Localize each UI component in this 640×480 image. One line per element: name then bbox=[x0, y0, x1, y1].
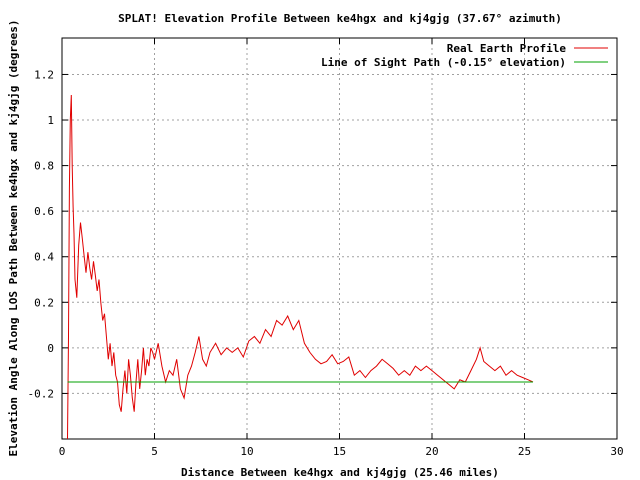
x-tick-labels: 0 5 10 15 20 25 30 bbox=[59, 445, 624, 458]
x-tick-label: 15 bbox=[333, 445, 346, 458]
chart-title: SPLAT! Elevation Profile Between ke4hgx … bbox=[118, 12, 562, 25]
x-tick-label: 25 bbox=[518, 445, 531, 458]
y-tick-labels: -0.2 0 0.2 0.4 0.6 0.8 1 1.2 bbox=[28, 68, 55, 400]
y-tick-label: 0.2 bbox=[34, 296, 54, 309]
y-tick-label: 1.2 bbox=[34, 68, 54, 81]
series-lines bbox=[67, 94, 534, 440]
series-line-real-earth-profile bbox=[67, 94, 534, 440]
y-tick-label: 0 bbox=[47, 342, 54, 355]
y-tick-label: 0.8 bbox=[34, 160, 54, 173]
legend: Real Earth Profile Line of Sight Path (-… bbox=[321, 42, 608, 69]
grid-lines bbox=[62, 38, 617, 439]
x-tick-label: 20 bbox=[425, 445, 438, 458]
x-tick-label: 0 bbox=[59, 445, 66, 458]
axis-ticks bbox=[61, 38, 618, 439]
x-tick-label: 30 bbox=[610, 445, 623, 458]
y-tick-label: 1 bbox=[47, 114, 54, 127]
x-tick-label: 5 bbox=[151, 445, 158, 458]
y-axis-label: Elevation Angle Along LOS Path Between k… bbox=[7, 19, 20, 456]
x-tick-label: 10 bbox=[240, 445, 253, 458]
legend-label-line-of-sight: Line of Sight Path (-0.15° elevation) bbox=[321, 56, 566, 69]
x-axis-label: Distance Between ke4hgx and kj4gjg (25.4… bbox=[181, 466, 499, 479]
y-tick-label: 0.6 bbox=[34, 205, 54, 218]
y-tick-label: -0.2 bbox=[28, 387, 55, 400]
legend-label-real-earth: Real Earth Profile bbox=[447, 42, 567, 55]
y-tick-label: 0.4 bbox=[34, 251, 54, 264]
